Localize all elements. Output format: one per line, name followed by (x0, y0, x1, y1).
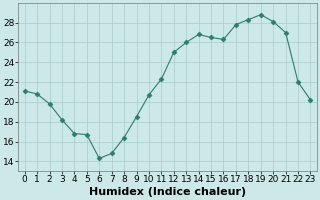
X-axis label: Humidex (Indice chaleur): Humidex (Indice chaleur) (89, 187, 246, 197)
